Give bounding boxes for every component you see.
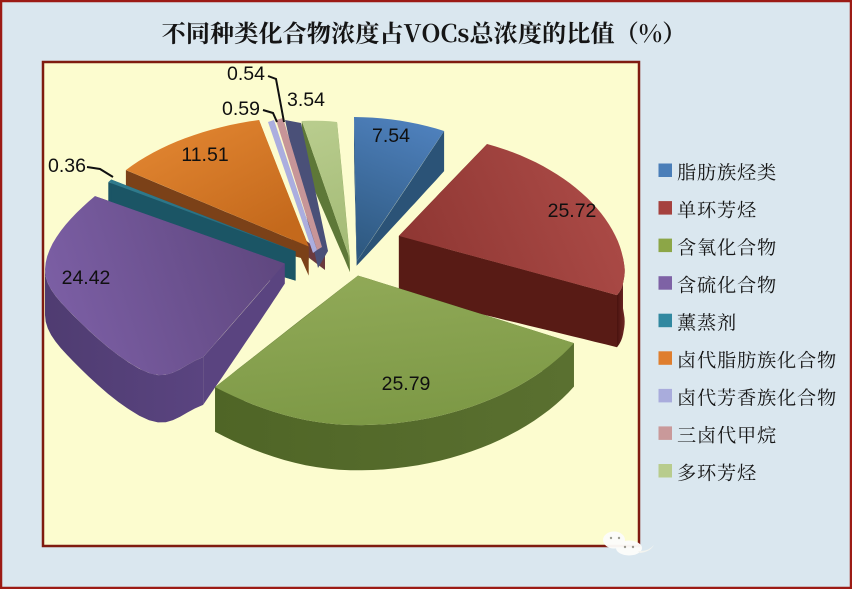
svg-text:24.42: 24.42 — [62, 267, 111, 289]
svg-text:25.79: 25.79 — [382, 373, 431, 395]
svg-text:3.54: 3.54 — [287, 89, 325, 111]
svg-text:0.36: 0.36 — [48, 155, 86, 177]
svg-text:0.59: 0.59 — [222, 98, 260, 120]
svg-text:11.51: 11.51 — [181, 144, 228, 166]
svg-text:0.54: 0.54 — [227, 63, 265, 85]
svg-text:7.54: 7.54 — [372, 125, 410, 147]
svg-text:25.72: 25.72 — [548, 200, 597, 222]
